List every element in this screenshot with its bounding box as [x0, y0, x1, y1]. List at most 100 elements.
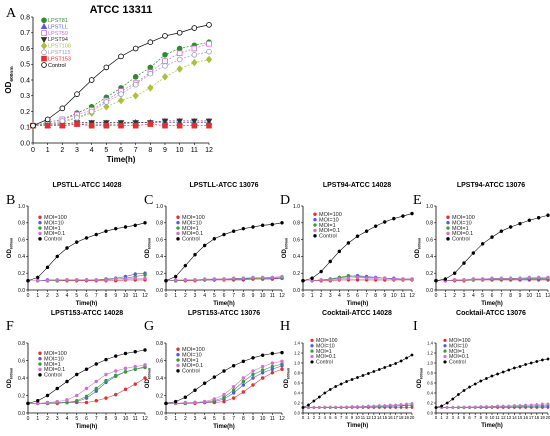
panel-title: LPST153-ATCC 13076: [188, 310, 260, 317]
data-point: [383, 366, 387, 369]
data-point: [176, 118, 183, 125]
y-tick-label: 0.5: [20, 62, 30, 69]
data-point: [518, 221, 522, 226]
legend-label: MOI=100: [319, 212, 342, 218]
data-point: [546, 275, 550, 280]
legend-marker: [38, 362, 42, 366]
data-point: [191, 58, 198, 67]
data-point: [350, 378, 354, 381]
y-tick-label: 0.4: [294, 390, 300, 395]
x-tick-label: 5: [347, 293, 350, 299]
data-point: [147, 39, 154, 45]
y-tick-label: 0.8: [156, 221, 163, 227]
x-tick-label: 6: [85, 416, 88, 422]
data-point: [143, 221, 147, 225]
x-tick-label: 6: [223, 416, 226, 422]
legend-label: MOI=0.1: [182, 363, 203, 369]
data-point: [94, 278, 98, 282]
x-tick-label: 12: [409, 293, 415, 299]
panel-letter: I: [413, 319, 418, 334]
x-tick-label: 5: [213, 293, 216, 299]
legend-marker: [38, 351, 42, 355]
data-point: [231, 396, 236, 400]
data-point: [260, 223, 265, 228]
panel-h: H Cocktail-ATCC 14028 0.0 0.2 0.4 0.6 0.8 1.0 1.…: [280, 310, 415, 429]
data-point: [212, 237, 217, 241]
data-point: [202, 399, 207, 404]
data-point: [94, 386, 98, 391]
x-tick-label: 8: [345, 415, 348, 420]
data-point: [103, 122, 110, 129]
data-point: [132, 92, 139, 100]
y-tick-label: 0.1: [20, 125, 30, 132]
y-axis-label: OD600nm: [7, 368, 14, 388]
data-point: [541, 358, 544, 362]
data-point: [468, 405, 472, 409]
data-point: [346, 241, 351, 245]
x-tick-label: 6: [356, 293, 359, 299]
data-point: [118, 53, 124, 60]
data-point: [191, 45, 198, 52]
data-point: [527, 275, 532, 280]
x-tick-label: 10: [123, 293, 129, 299]
data-point: [473, 405, 477, 409]
y-tick-label: 1.0: [426, 204, 433, 210]
data-point: [222, 392, 226, 397]
x-tick-label: 9: [519, 293, 522, 299]
y-axis-label: OD600nm: [284, 368, 291, 388]
data-point: [36, 275, 40, 280]
data-point: [173, 278, 178, 282]
data-point: [114, 369, 118, 373]
data-point: [490, 276, 494, 280]
data-point: [84, 278, 89, 282]
legend-marker: [38, 215, 42, 219]
legend-marker: [313, 228, 317, 233]
data-point: [94, 232, 98, 237]
series-control: [26, 220, 147, 283]
x-tick-label: 10: [260, 293, 266, 299]
data-point: [434, 406, 438, 409]
data-point: [133, 350, 137, 354]
series-control: [164, 220, 284, 283]
panel-a: A ATCC 13311 0.0 0.1 0.2 0.3 0.4 0.5 0.6 0.7 0.8 0 1…: [4, 4, 213, 164]
x-tick-label: 11: [133, 416, 138, 422]
data-point: [118, 122, 124, 129]
data-point: [176, 29, 183, 36]
data-point: [205, 118, 213, 125]
x-tick-label: 5: [463, 415, 466, 420]
legend-label: LPST81: [48, 18, 68, 24]
x-tick-label: 15: [518, 415, 523, 420]
x-tick-label: 2: [446, 415, 449, 420]
data-point: [260, 368, 265, 372]
data-point: [36, 279, 40, 283]
y-tick-label: 0.4: [293, 254, 300, 260]
y-tick-label: 0.4: [18, 254, 25, 260]
x-tick-label: 9: [163, 147, 167, 154]
legend-label: LPST94: [48, 37, 68, 43]
data-point: [356, 405, 359, 408]
data-point: [212, 277, 217, 281]
legend-marker: [38, 237, 42, 241]
panel-letter: G: [144, 319, 154, 334]
data-point: [451, 397, 455, 401]
data-point: [183, 400, 188, 405]
y-tick-label: 0.6: [156, 237, 163, 243]
data-point: [75, 372, 79, 377]
y-tick-label: 1.0: [18, 204, 25, 210]
data-point: [202, 243, 207, 248]
x-tick-label: 12: [501, 415, 506, 420]
x-tick-label: 15: [382, 415, 387, 420]
x-tick-label: 8: [480, 415, 483, 420]
data-point: [377, 404, 381, 407]
x-tick-label: 12: [205, 147, 213, 154]
data-point: [202, 381, 207, 385]
data-point: [270, 361, 275, 365]
legend-marker: [41, 17, 47, 24]
x-tick-label: 7: [232, 416, 235, 422]
data-point: [373, 224, 378, 228]
data-point: [480, 277, 485, 281]
y-tick-label: 0.6: [426, 237, 433, 243]
data-point: [84, 386, 89, 391]
data-point: [334, 385, 338, 388]
